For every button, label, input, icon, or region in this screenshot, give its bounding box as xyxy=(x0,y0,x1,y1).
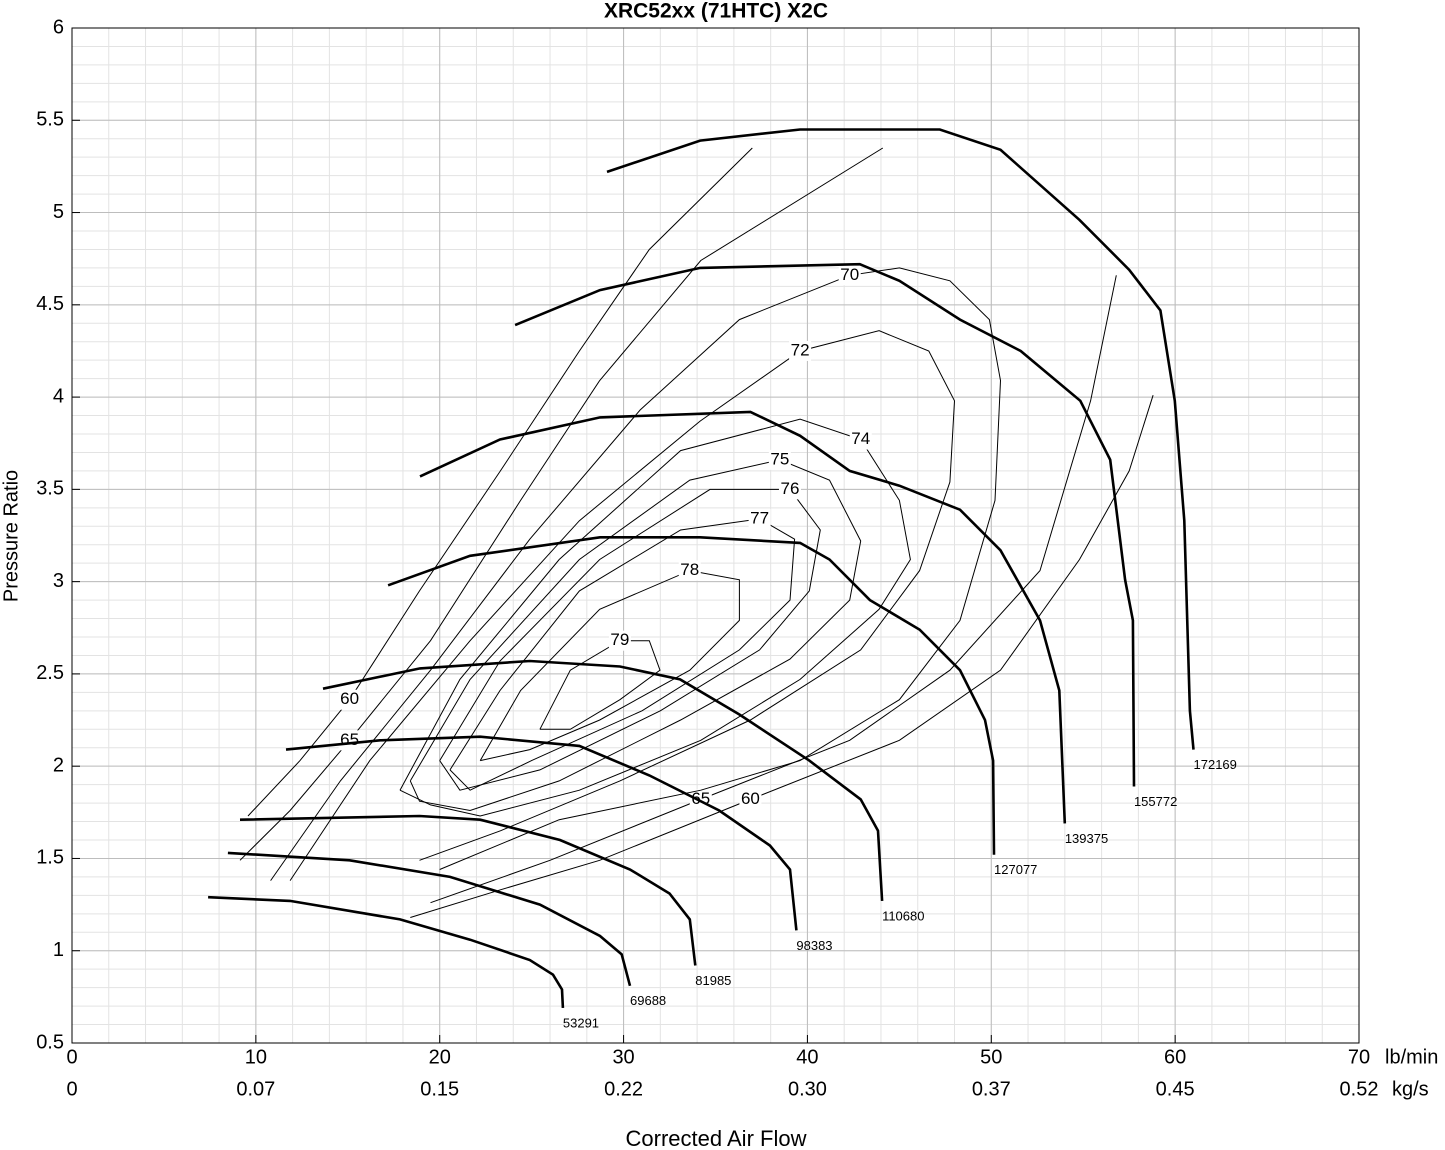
plot-frame xyxy=(71,27,1360,1044)
speed-label: 98383 xyxy=(796,938,832,953)
x-tick-label: 60 xyxy=(1164,1046,1186,1068)
contour-label-bg xyxy=(678,560,701,581)
y-axis-label: Pressure Ratio xyxy=(0,470,22,602)
contour-label-bg xyxy=(739,789,762,810)
efficiency-contour xyxy=(270,267,1002,881)
speed-label: 172169 xyxy=(1194,757,1237,772)
plot: 6060656570727475767778795329169688819859… xyxy=(208,128,1237,1030)
x-tick-label: 40 xyxy=(796,1046,818,1068)
contour-label-bg xyxy=(838,265,861,286)
speed-line xyxy=(208,895,565,1008)
contour-label: 78 xyxy=(680,560,699,579)
y-tick-label: 1 xyxy=(53,939,64,961)
x-tick-label: 10 xyxy=(245,1046,267,1068)
y-tick-label: 2.5 xyxy=(36,662,64,684)
x-tick-label: 70 xyxy=(1348,1046,1370,1068)
speed-label: 69688 xyxy=(630,993,666,1008)
speed-label: 53291 xyxy=(563,1015,599,1030)
y-tick-label: 4 xyxy=(53,385,64,407)
x-axis-label: Corrected Air Flow xyxy=(626,1126,807,1150)
y-tick-label: 0.5 xyxy=(36,1031,64,1053)
contour-label-bg xyxy=(748,508,771,529)
x2-tick-label: 0.37 xyxy=(972,1078,1011,1100)
efficiency-contour xyxy=(449,518,796,791)
efficiency-contour xyxy=(439,488,821,791)
contour-label: 65 xyxy=(340,730,359,749)
speed-label: 155772 xyxy=(1134,794,1177,809)
x2-tick-label: 0 xyxy=(66,1078,77,1100)
x-tick-label: 0 xyxy=(66,1046,77,1068)
x-tick-label: 20 xyxy=(429,1046,451,1068)
contour-label: 74 xyxy=(851,429,870,448)
chart-title: XRC52xx (71HTC) X2C xyxy=(604,0,828,23)
y-tick-label: 2 xyxy=(53,754,64,776)
speed-label: 127077 xyxy=(994,862,1037,877)
contour-label: 77 xyxy=(750,508,769,527)
x2-unit: kg/s xyxy=(1392,1078,1429,1100)
speed-line xyxy=(322,659,884,901)
contour-label: 60 xyxy=(741,789,760,808)
contour-label: 75 xyxy=(770,449,789,468)
contour-label-bg xyxy=(789,340,812,361)
speed-line xyxy=(606,128,1195,750)
y-tick-label: 3 xyxy=(53,570,64,592)
contour-label: 72 xyxy=(791,340,810,359)
speed-line xyxy=(387,536,996,855)
grid: 0 10 20 30 40 50 60 70 0 0.07 0.15 0.22 0.30 0.37 0.45… xyxy=(36,16,1378,1100)
x2-tick-label: 0.45 xyxy=(1156,1078,1195,1100)
speed-label: 139375 xyxy=(1065,831,1108,846)
x-tick-label: 50 xyxy=(980,1046,1002,1068)
efficiency-contour xyxy=(409,459,862,812)
y-tick-label: 5 xyxy=(53,201,64,223)
speed-label: 110680 xyxy=(882,908,924,923)
speed-line xyxy=(514,262,1136,787)
efficiency-contour xyxy=(239,147,1117,904)
efficiency-contour xyxy=(289,330,956,881)
y-tick-label: 3.5 xyxy=(36,478,64,500)
efficiency-contour xyxy=(539,640,661,730)
x-unit: lb/min xyxy=(1385,1046,1438,1068)
contour-label: 60 xyxy=(340,689,359,708)
y-tick-label: 4.5 xyxy=(36,293,64,315)
x-tick-label: 30 xyxy=(612,1046,634,1068)
x2-tick-label: 0.07 xyxy=(236,1078,275,1100)
x2-tick-label: 0.30 xyxy=(788,1078,827,1100)
x2-tick-label: 0.22 xyxy=(604,1078,643,1100)
contour-label-bg xyxy=(338,689,361,710)
speed-line xyxy=(419,410,1067,824)
contour-label-bg xyxy=(849,429,872,450)
efficiency-contour xyxy=(399,418,911,817)
speed-line xyxy=(227,851,632,987)
contour-label-bg xyxy=(778,479,801,500)
x2-tick-label: 0.15 xyxy=(420,1078,459,1100)
y-tick-label: 1.5 xyxy=(36,847,64,869)
speed-line xyxy=(285,735,798,931)
contour-label: 70 xyxy=(840,265,859,284)
speed-label: 81985 xyxy=(695,973,731,988)
y-tick-label: 5.5 xyxy=(36,109,64,131)
contour-label-bg xyxy=(608,630,631,651)
efficiency-contour xyxy=(479,570,740,762)
y-tick-label: 6 xyxy=(53,16,64,38)
efficiency-contour xyxy=(247,147,1154,918)
contour-label: 76 xyxy=(781,479,800,498)
contour-label-bg xyxy=(768,449,791,470)
contour-label-bg xyxy=(338,730,361,751)
speed-line xyxy=(239,814,697,966)
x2-tick-label: 0.52 xyxy=(1340,1078,1379,1100)
contour-label: 79 xyxy=(610,630,629,649)
